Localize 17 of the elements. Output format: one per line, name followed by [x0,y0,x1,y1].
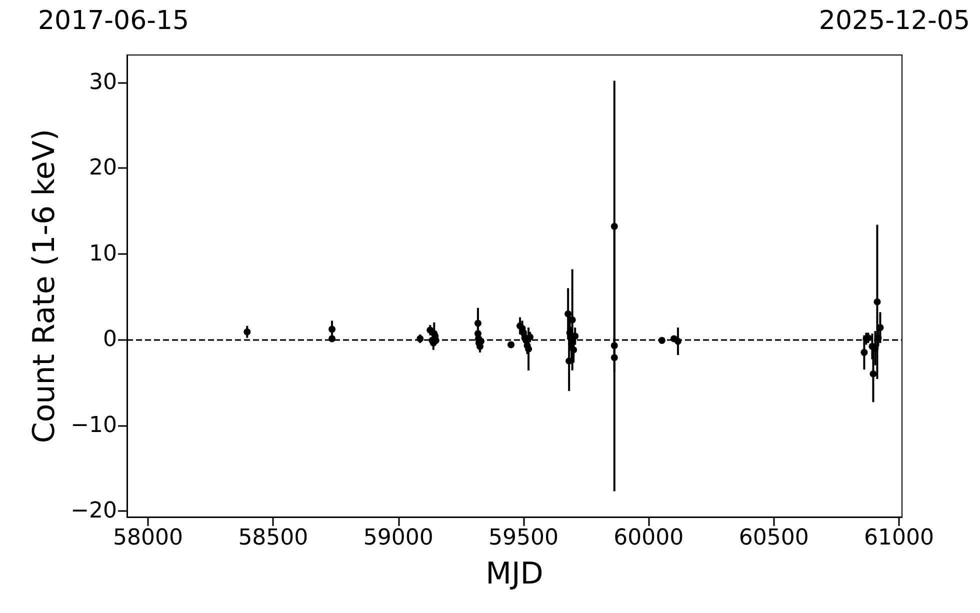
x-tick-label: 61000 [864,526,934,550]
text: 2017-06-15 [38,6,190,36]
y-tick-label: −10 [70,412,117,438]
text: 2025-12-05 [818,6,970,36]
x-tick-label: 59000 [363,526,434,550]
x-tick-label: 60000 [614,526,684,550]
x-tick-label: 58000 [113,526,184,550]
x-tick-label: 59500 [488,526,559,550]
x-axis-title: MJD [486,556,544,592]
y-tick-label: 20 [89,156,117,181]
y-tick-label: 0 [103,327,117,352]
x-tick-label: 60500 [738,526,809,550]
y-tick-label: 10 [89,241,117,266]
y-tick-label: −20 [70,498,117,524]
y-axis-title: Count Rate (1-6 keV) [27,128,62,444]
x-tick-label: 58500 [238,526,308,550]
y-tick-label: 30 [89,70,117,95]
